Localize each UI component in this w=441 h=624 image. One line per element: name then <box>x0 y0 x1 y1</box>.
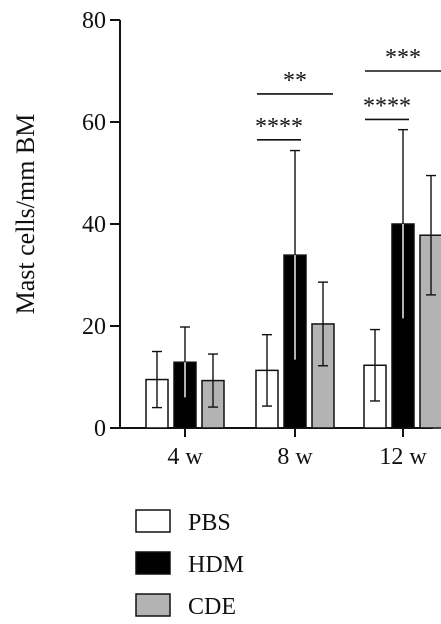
significance-label: **** <box>363 93 411 119</box>
y-tick-label: 0 <box>94 416 106 442</box>
y-axis-title: Mast cells/mm BM <box>11 114 40 315</box>
y-tick-label: 20 <box>82 314 106 340</box>
legend-swatch <box>135 509 171 533</box>
legend-label: HDM <box>188 552 244 578</box>
x-tick-label: 8 w <box>277 444 313 470</box>
y-tick-label: 40 <box>82 212 106 238</box>
legend-label: CDE <box>188 594 236 620</box>
legend: PBS HDM CDE <box>135 509 244 620</box>
bars <box>145 128 441 429</box>
significance-label: *** <box>385 45 421 71</box>
x-tick-label: 12 w <box>379 444 427 470</box>
legend-swatch <box>135 593 171 617</box>
x-tick-label: 4 w <box>167 444 203 470</box>
significance-label: **** <box>255 114 303 140</box>
significance-annotations: ************* <box>255 45 441 141</box>
significance-label: ** <box>283 68 307 94</box>
legend-label: PBS <box>188 510 231 536</box>
y-axis: 0 20 40 60 80 <box>82 8 121 442</box>
y-tick-label: 80 <box>82 8 106 34</box>
legend-swatch <box>135 551 171 575</box>
x-axis: 4 w 8 w 12 w <box>120 427 433 470</box>
y-tick-label: 60 <box>82 110 106 136</box>
